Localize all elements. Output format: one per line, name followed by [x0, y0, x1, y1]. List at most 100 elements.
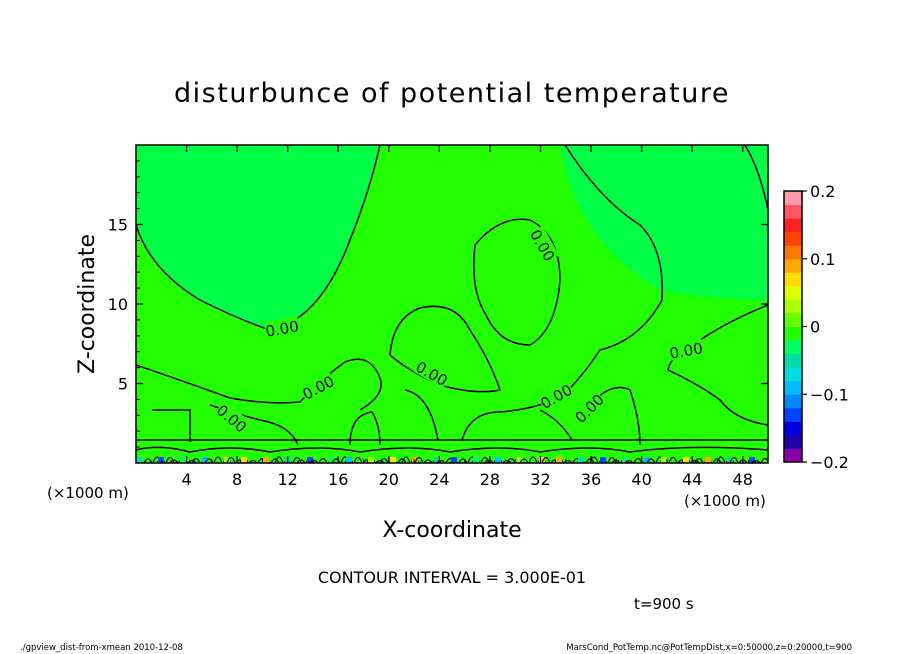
- surface-contour: [270, 458, 280, 463]
- surface-patch: [263, 457, 269, 463]
- surface-patch: [180, 457, 186, 463]
- shade-region: [136, 145, 380, 330]
- surface-contour: [694, 457, 704, 463]
- surface-contour: [292, 456, 302, 463]
- colorbar: 0.2 0.1 0 −0.1 −0.2: [783, 182, 849, 472]
- colorbar-segment-7: [784, 353, 802, 368]
- surface-contour: [506, 457, 516, 463]
- contour-line-9: [349, 411, 381, 446]
- x-tick-label-8: 36: [581, 470, 601, 489]
- surface-contour: [480, 456, 490, 463]
- surface-contour: [191, 457, 201, 463]
- footer-right: MarsCond_PotTemp.nc@PotTempDist,x=0:5000…: [566, 643, 852, 653]
- x-unit-label: (×1000 m): [47, 484, 129, 502]
- colorbar-segment-3: [784, 407, 802, 422]
- surface-patch: [600, 457, 606, 463]
- x-tick-label-4: 20: [379, 470, 399, 489]
- surface-contour: [379, 457, 389, 463]
- x-tick-label-5: 24: [429, 470, 449, 489]
- x-axis-label: X-coordinate: [382, 518, 521, 543]
- surface-contour: [414, 456, 424, 463]
- surface-contour: [668, 456, 678, 463]
- surface-patch: [556, 457, 562, 463]
- surface-contour: [528, 456, 538, 463]
- x-tick-label-1: 8: [232, 470, 242, 489]
- surface-contour: [353, 456, 363, 463]
- colorbar-segment-13: [784, 272, 802, 287]
- surface-patch: [749, 457, 755, 463]
- surface-patch: [727, 457, 733, 463]
- shade-region: [560, 145, 768, 300]
- surface-contour: [318, 457, 328, 463]
- surface-contour: [541, 456, 551, 463]
- surface-contour: [143, 458, 153, 463]
- colorbar-segment-6: [784, 367, 802, 382]
- x-tick-label-7: 32: [530, 470, 550, 489]
- contour-line-14: [136, 446, 768, 453]
- surface-contour: [585, 458, 595, 463]
- x-tick-label-0: 4: [181, 470, 191, 489]
- surface-patch: [539, 457, 545, 463]
- colorbar-segment-0: [784, 448, 802, 463]
- colorbar-label-3: −0.1: [810, 385, 849, 404]
- colorbar-segment-2: [784, 421, 802, 436]
- surface-patch: [346, 457, 352, 463]
- surface-contour: [458, 458, 468, 463]
- contour-label-bg: [667, 338, 705, 361]
- surface-contour: [213, 456, 223, 463]
- y-axis-label: Z-coordinate: [75, 234, 100, 374]
- x-tick-label-10: 44: [682, 470, 702, 489]
- z-unit-label: (×1000 m): [684, 492, 766, 510]
- surface-patch: [495, 457, 501, 463]
- surface-patch: [578, 457, 584, 463]
- contour-label-bg: [413, 356, 452, 389]
- surface-patch: [390, 457, 396, 463]
- contour-line-4: [461, 145, 664, 441]
- surface-patch: [473, 457, 479, 463]
- x-tick-label-3: 16: [328, 470, 348, 489]
- y-tick-label-1: 10: [108, 295, 128, 314]
- x-axis: 4 8 12 16 20 24 28 32 36 40 44 48: [160, 145, 753, 489]
- contour-label-bg: [570, 389, 607, 426]
- surface-patch: [241, 457, 247, 463]
- colorbar-segment-1: [784, 434, 802, 449]
- surface-patch: [434, 457, 440, 463]
- contour-line-7: [152, 409, 191, 442]
- surface-patch: [451, 457, 457, 463]
- surface-contour: [519, 458, 529, 463]
- surface-patch: [307, 457, 313, 463]
- time-label: t=900 s: [634, 595, 694, 613]
- contour-label-bg: [263, 316, 301, 339]
- surface-patch: [412, 457, 418, 463]
- y-tick-label-0: 5: [118, 375, 128, 394]
- surface-contour: [274, 456, 284, 463]
- surface-patch: [517, 457, 523, 463]
- colorbar-segment-18: [784, 204, 802, 219]
- contour-label-bg: [298, 371, 337, 403]
- surface-patch: [661, 457, 667, 463]
- colorbar-label-4: −0.2: [810, 453, 849, 472]
- surface-contour: [331, 458, 341, 463]
- surface-contour: [607, 456, 617, 463]
- x-tick-label-6: 28: [480, 470, 500, 489]
- surface-contour: [397, 458, 407, 463]
- colorbar-segment-10: [784, 312, 802, 327]
- surface-contour: [760, 457, 768, 463]
- surface-contour: [226, 456, 236, 463]
- colorbar-segment-15: [784, 245, 802, 260]
- surface-patch: [329, 457, 335, 463]
- surface-patch: [683, 457, 689, 463]
- x-tick-label-9: 40: [631, 470, 651, 489]
- contour-label-6: 0.00: [668, 339, 704, 363]
- y-tick-label-2: 15: [108, 216, 128, 235]
- colorbar-label-2: 0: [810, 318, 820, 337]
- contour-regions: [136, 145, 768, 330]
- contour-line-6: [744, 145, 768, 211]
- colorbar-segment-17: [784, 218, 802, 233]
- surface-contour: [423, 459, 433, 463]
- contour-label-bg: [527, 225, 560, 264]
- x-tick-label-11: 48: [733, 470, 753, 489]
- surface-patch: [622, 457, 628, 463]
- colorbar-segment-4: [784, 394, 802, 409]
- contour-line-11: [539, 409, 573, 441]
